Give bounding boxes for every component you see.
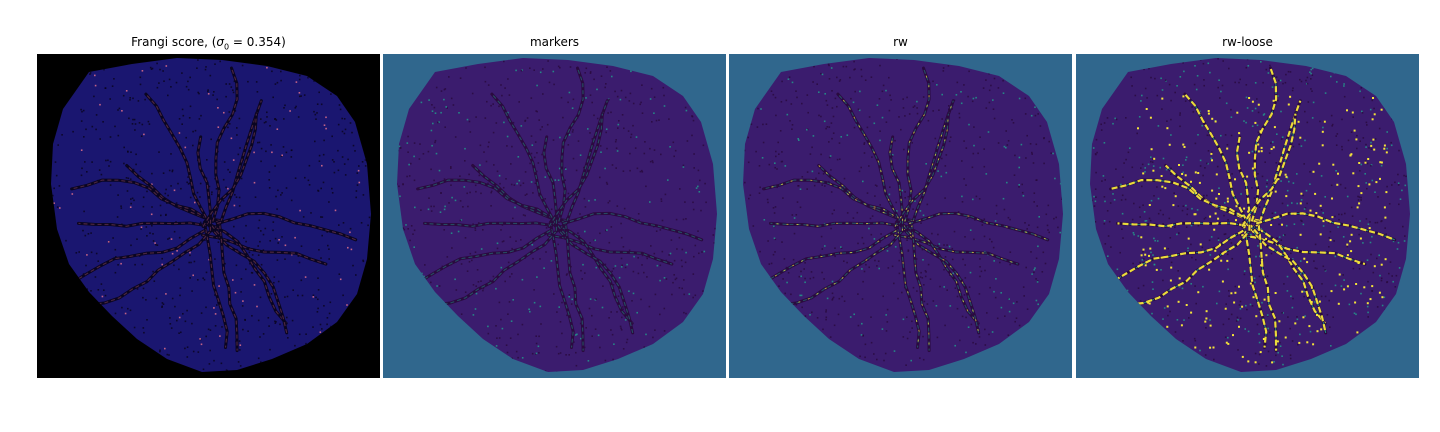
markers-title: markers xyxy=(529,35,580,49)
markers-image xyxy=(383,54,726,378)
rw-image xyxy=(729,54,1072,378)
rw-loose-title: rw-loose xyxy=(1222,35,1273,49)
markers-panel: markers xyxy=(383,35,726,378)
rw-panel: rw xyxy=(729,35,1072,378)
rw-loose-image xyxy=(1076,54,1419,378)
frangi-score-panel: Frangi score, (σ0 = 0.354) xyxy=(37,35,380,378)
rw-title: rw xyxy=(893,35,908,49)
frangi-score-image xyxy=(37,54,380,378)
frangi-score-title: Frangi score, (σ0 = 0.354) xyxy=(131,35,286,52)
rw-loose-panel: rw-loose xyxy=(1076,35,1419,378)
